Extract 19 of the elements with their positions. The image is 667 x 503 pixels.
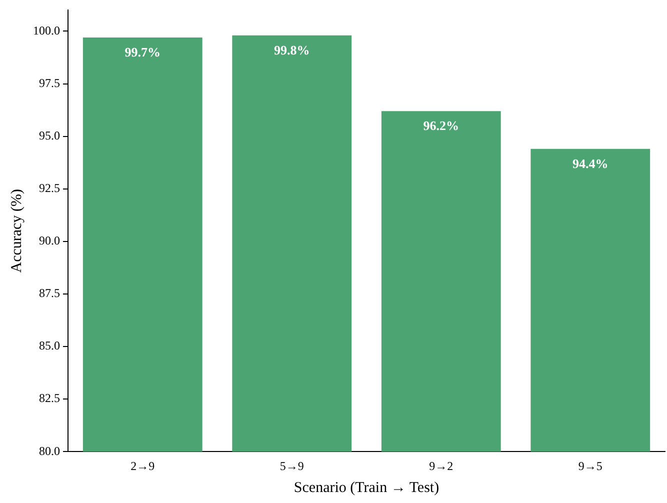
x-tick-label: 9→2 xyxy=(429,458,454,473)
y-tick-label: 82.5 xyxy=(39,391,60,406)
data-label: 99.8% xyxy=(274,42,310,58)
y-tick-label: 90.0 xyxy=(39,234,60,248)
y-tick-label: 100.0 xyxy=(33,23,60,38)
x-axis-title: Scenario (Train → Test) xyxy=(294,480,440,496)
data-label: 94.4% xyxy=(572,156,608,171)
y-tick-label: 85.0 xyxy=(39,338,60,353)
y-axis-title: Accuracy (%) xyxy=(8,189,25,273)
y-tick-label: 80.0 xyxy=(39,444,60,458)
y-tick-label: 92.5 xyxy=(39,181,60,196)
y-tick-label: 87.5 xyxy=(39,286,60,300)
x-tick-label: 9→5 xyxy=(578,458,602,473)
y-tick-label: 95.0 xyxy=(39,128,60,142)
x-tick-label: 5→9 xyxy=(280,458,304,473)
data-label: 99.7% xyxy=(124,44,160,60)
y-tick-label: 97.5 xyxy=(39,76,60,90)
data-label: 96.2% xyxy=(423,118,459,133)
x-tick-label: 2→9 xyxy=(130,458,155,473)
